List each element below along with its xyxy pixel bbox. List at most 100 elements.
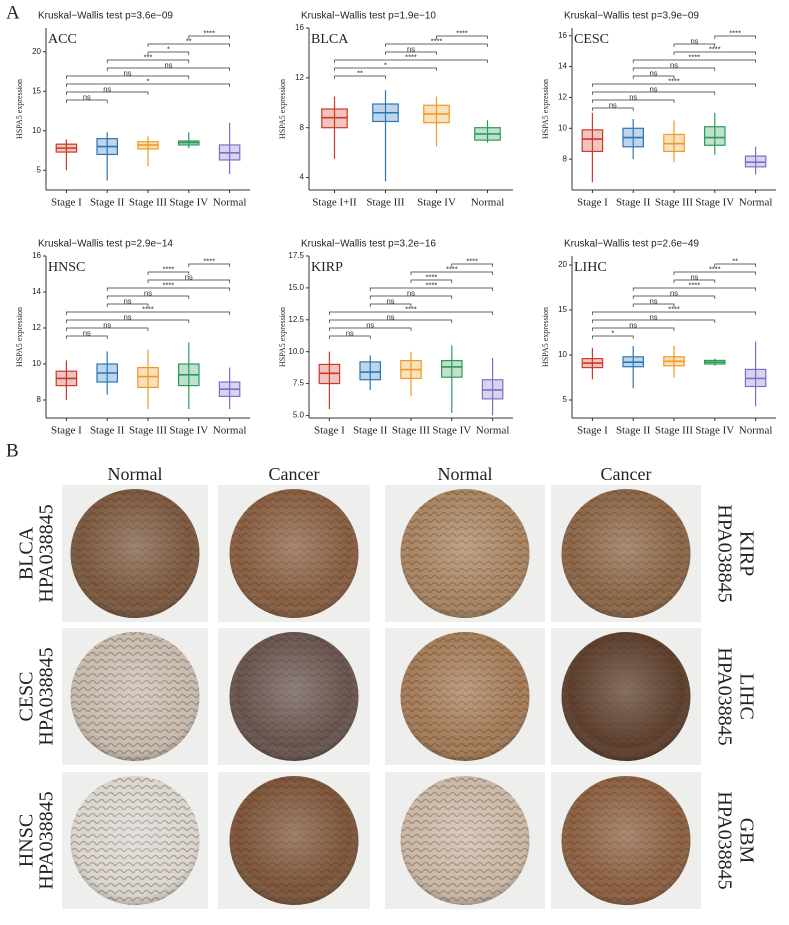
significance-bracket bbox=[334, 67, 437, 71]
y-axis-label: HSPA5 expression bbox=[278, 307, 287, 367]
subtitle: Kruskal−Wallis test p=3.2e−16 bbox=[301, 239, 436, 250]
significance-label: ns bbox=[629, 320, 637, 329]
significance-label: **** bbox=[668, 76, 680, 85]
x-tick-label: Stage IV bbox=[695, 425, 734, 437]
x-tick-label: Stage IV bbox=[169, 197, 208, 209]
significance-label: ns bbox=[609, 100, 617, 109]
ihc-shade bbox=[400, 489, 530, 618]
column-header: Normal bbox=[108, 464, 163, 484]
significance-label: * bbox=[167, 44, 170, 53]
y-tick-label: 16 bbox=[558, 31, 567, 40]
significance-label: ns bbox=[650, 84, 658, 93]
y-tick-label: 12 bbox=[295, 73, 304, 82]
significance-label: * bbox=[384, 60, 387, 69]
row-label-tissue: GBM bbox=[735, 818, 757, 864]
significance-bracket bbox=[592, 327, 675, 331]
row-label-antibody: HPA038845 bbox=[36, 504, 58, 602]
significance-label: *** bbox=[144, 52, 153, 61]
significance-bracket bbox=[592, 99, 675, 103]
significance-bracket bbox=[329, 327, 412, 331]
row-label-tissue: HNSC bbox=[16, 814, 38, 867]
significance-bracket bbox=[385, 43, 488, 47]
significance-bracket bbox=[369, 287, 493, 291]
significance-label: ns bbox=[346, 328, 354, 337]
x-tick-label: Stage II bbox=[90, 197, 125, 209]
significance-label: ns bbox=[144, 288, 152, 297]
significance-bracket bbox=[334, 75, 386, 79]
significance-label: ns bbox=[650, 68, 658, 77]
row-label-antibody: HPA038845 bbox=[713, 791, 735, 889]
significance-label: ns bbox=[124, 68, 132, 77]
significance-bracket bbox=[714, 35, 756, 39]
chart-title: BLCA bbox=[311, 32, 349, 47]
significance-bracket bbox=[410, 279, 453, 283]
significance-bracket bbox=[673, 51, 756, 55]
x-tick-label: Stage IV bbox=[417, 197, 456, 209]
subtitle: Kruskal−Wallis test p=2.6e−49 bbox=[564, 239, 699, 250]
ihc-shade bbox=[229, 489, 359, 618]
y-tick-label: 12 bbox=[558, 93, 567, 102]
y-tick-label: 10 bbox=[558, 123, 567, 132]
box-body bbox=[441, 359, 463, 378]
significance-label: **** bbox=[426, 280, 438, 289]
ihc-shade bbox=[229, 632, 359, 761]
significance-label: **** bbox=[446, 264, 458, 273]
y-axis-label: HSPA5 expression bbox=[15, 307, 24, 367]
x-tick-label: Normal bbox=[213, 425, 247, 437]
significance-bracket bbox=[632, 287, 756, 291]
significance-bracket bbox=[106, 67, 230, 71]
significance-label: **** bbox=[729, 28, 741, 37]
x-tick-label: Stage III bbox=[129, 197, 168, 209]
x-tick-label: Stage I bbox=[51, 197, 82, 209]
significance-label: **** bbox=[203, 256, 215, 265]
significance-bracket bbox=[592, 107, 634, 111]
x-tick-label: Stage I+II bbox=[312, 197, 357, 209]
significance-bracket bbox=[66, 83, 230, 87]
x-tick-label: Stage IV bbox=[169, 425, 208, 437]
significance-label: ** bbox=[732, 256, 738, 265]
significance-bracket bbox=[592, 319, 716, 323]
row-label-tissue: CESC bbox=[16, 671, 38, 721]
significance-bracket bbox=[66, 319, 190, 323]
significance-bracket bbox=[147, 279, 230, 283]
significance-bracket bbox=[436, 35, 488, 39]
significance-label: ns bbox=[185, 272, 193, 281]
row-label-antibody: HPA038845 bbox=[713, 647, 735, 745]
significance-bracket bbox=[451, 263, 493, 267]
significance-bracket bbox=[592, 335, 634, 339]
significance-label: ns bbox=[387, 312, 395, 321]
significance-bracket bbox=[592, 91, 716, 95]
significance-label: ** bbox=[186, 36, 192, 45]
x-tick-label: Stage III bbox=[392, 425, 431, 437]
x-tick-label: Normal bbox=[739, 197, 773, 209]
row-label-antibody: HPA038845 bbox=[36, 647, 58, 745]
row-label-tissue: BLCA bbox=[16, 526, 38, 580]
x-tick-label: Stage I bbox=[577, 197, 608, 209]
significance-bracket bbox=[673, 43, 716, 47]
y-tick-label: 12.5 bbox=[288, 315, 304, 324]
significance-bracket bbox=[106, 287, 230, 291]
chart-title: LIHC bbox=[574, 260, 607, 275]
significance-label: ns bbox=[103, 84, 111, 93]
significance-label: ns bbox=[670, 288, 678, 297]
y-tick-label: 5 bbox=[563, 395, 568, 404]
significance-bracket bbox=[66, 91, 149, 95]
significance-bracket bbox=[66, 99, 108, 103]
y-tick-label: 10 bbox=[32, 359, 41, 368]
x-tick-label: Normal bbox=[213, 197, 247, 209]
significance-label: ns bbox=[650, 312, 658, 321]
significance-bracket bbox=[592, 311, 756, 315]
panel-label: A bbox=[6, 2, 20, 23]
significance-bracket bbox=[632, 295, 716, 299]
significance-label: **** bbox=[405, 52, 417, 61]
y-tick-label: 5 bbox=[37, 165, 42, 174]
significance-label: ns bbox=[103, 320, 111, 329]
significance-label: ns bbox=[690, 36, 698, 45]
ihc-shade bbox=[561, 632, 691, 761]
significance-bracket bbox=[66, 75, 190, 79]
column-header: Cancer bbox=[269, 464, 320, 484]
y-axis-label: HSPA5 expression bbox=[541, 307, 550, 367]
y-tick-label: 20 bbox=[558, 260, 567, 269]
significance-bracket bbox=[632, 67, 716, 71]
